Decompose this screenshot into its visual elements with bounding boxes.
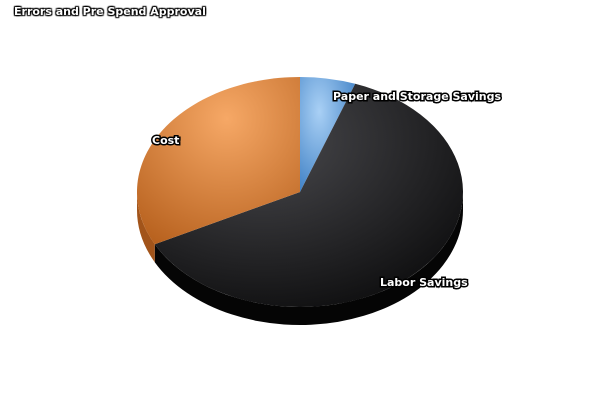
pie-side-walls <box>137 192 463 325</box>
pie-labels: Paper and Storage Savings Labor Savings Co… <box>151 89 503 291</box>
pie-slice-cost[interactable] <box>137 77 300 245</box>
pie-slice-labor-savings[interactable] <box>154 83 464 308</box>
pie-label-cost: Cost <box>152 134 179 147</box>
pie-slices <box>137 77 464 308</box>
pie-side-labor-savings <box>154 192 463 325</box>
chart-title: Errors and Pre Spend Approval <box>14 5 206 18</box>
pie-side-cost <box>137 192 155 263</box>
pie-label-labor-savings: Labor Savings <box>380 276 468 289</box>
pie-slice-paper-and-storage-savings[interactable] <box>300 77 356 192</box>
pie-label-paper-and-storage-savings: Paper and Storage Savings <box>333 90 501 103</box>
